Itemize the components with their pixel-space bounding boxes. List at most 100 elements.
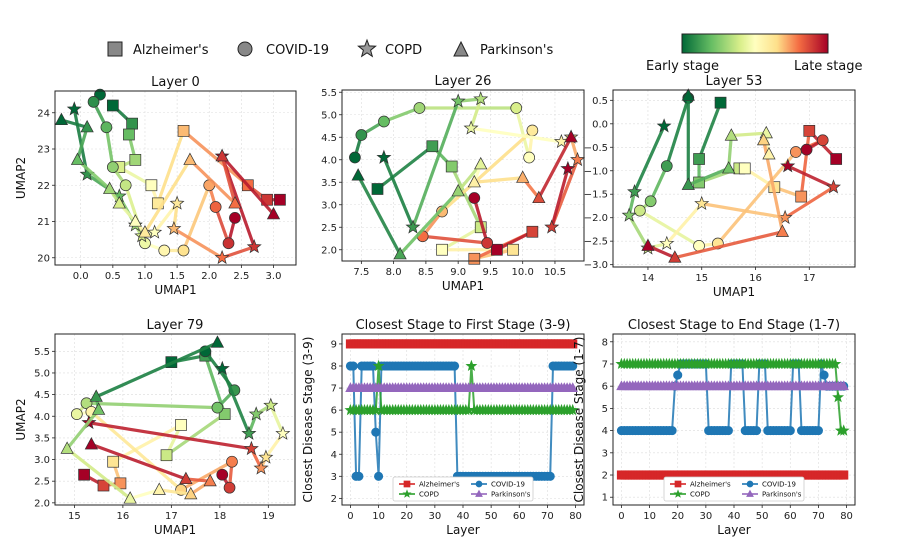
y-tick-label: 3.0	[321, 200, 337, 211]
data-point	[378, 115, 390, 128]
trajectory-segment	[375, 144, 434, 191]
axes-frame	[612, 333, 856, 506]
series-line	[621, 363, 844, 432]
y-tick-label: 6	[602, 382, 608, 393]
x-tick-label: 17	[803, 273, 816, 284]
x-tick-label: 70	[541, 511, 554, 522]
data-point	[681, 88, 695, 101]
x-tick-label: 18	[213, 511, 226, 522]
series-alzheimers	[345, 339, 578, 349]
stage-colorbar: Early stage Late stage	[646, 33, 863, 74]
y-tick-label: 2	[602, 471, 608, 482]
series-parkinsons	[616, 380, 849, 391]
chart-panel-1: 0.0 0.5 1.0 1.5 2.0 2.5 3.0 20 21 22 23 24 Layer 0 UM…	[14, 75, 297, 297]
chart-panel-2: 7.5 8.0 8.5 9.0 9.5 10.0 10.5 2.0 2.5 3.0 3.5 4.0 4.…	[321, 74, 586, 293]
data-point	[568, 339, 578, 349]
data-point	[656, 118, 672, 133]
axes-frame	[612, 89, 856, 268]
data-point	[838, 380, 849, 391]
data-point	[803, 124, 816, 137]
trajectory-segment	[665, 96, 690, 168]
data-point	[372, 359, 385, 371]
data-point	[721, 161, 736, 174]
data-point	[813, 426, 823, 436]
data-point	[129, 154, 142, 166]
data-point	[445, 160, 458, 173]
y-tick-label: 4.5	[321, 133, 337, 144]
data-point	[223, 481, 236, 494]
data-point	[229, 212, 241, 224]
y-tick-label: 24	[37, 108, 50, 119]
x-tick-label: 10.0	[512, 267, 534, 278]
trajectory-segment	[716, 150, 798, 246]
data-point	[92, 402, 106, 415]
data-point	[246, 239, 262, 254]
x-tick-label: 19	[262, 511, 275, 522]
data-point	[491, 243, 503, 256]
trajectory-segment	[143, 158, 192, 234]
trajectory-segment	[72, 107, 89, 176]
x-tick-label: 60	[513, 511, 526, 522]
trajectory-segment	[440, 128, 534, 214]
plot-area	[349, 91, 586, 265]
legend-box	[392, 476, 534, 502]
trajectory-segment	[550, 167, 570, 229]
data-point	[145, 179, 158, 192]
y-tick-label: 2.5	[321, 223, 337, 234]
data-point	[829, 357, 842, 369]
y-tick-label: 3.0	[34, 455, 50, 466]
series-copd	[344, 359, 579, 416]
x-tick-label: 15	[695, 273, 708, 284]
chart-panel-4: 15 16 17 18 19 2.0 2.5 3.0 3.5 4.0 4.5 5.0 5.5 Layer …	[14, 318, 296, 537]
data-point	[60, 441, 74, 454]
trajectory-segment	[188, 158, 237, 205]
x-tick-label: 30	[699, 511, 712, 522]
series-alzheimers	[106, 99, 286, 210]
data-point	[560, 160, 576, 176]
data-point	[451, 183, 465, 197]
data-point	[724, 128, 738, 141]
data-point	[526, 124, 539, 137]
data-point	[830, 153, 843, 165]
data-point	[70, 408, 83, 420]
data-point	[523, 151, 535, 164]
legend-marker	[674, 480, 682, 488]
y-tick-label: −2.5	[584, 237, 608, 248]
triangle-marker-icon	[453, 40, 469, 57]
y-tick-label: 3	[331, 472, 337, 483]
legend-label: Parkinson's	[491, 491, 531, 499]
data-point	[826, 179, 841, 194]
data-point	[570, 151, 586, 167]
data-point	[738, 162, 751, 175]
data-point	[795, 190, 808, 203]
x-tick-label: 7.5	[353, 267, 369, 278]
series-legend: Alzheimer's COVID-19 COPD Parkinson's	[663, 476, 805, 502]
data-point	[371, 427, 381, 437]
data-point	[266, 206, 281, 220]
x-tick-label: 80	[569, 511, 582, 522]
data-point	[564, 129, 578, 143]
y-tick-label: 5.5	[321, 88, 337, 99]
trajectory-segment	[700, 202, 787, 220]
y-tick-label: 4.0	[34, 412, 50, 423]
plot-area	[344, 339, 579, 481]
data-point	[694, 195, 710, 211]
y-tick-label: −3.0	[584, 260, 608, 271]
series-covid	[87, 88, 241, 257]
axes-frame	[54, 333, 296, 506]
trajectory-segment	[786, 164, 836, 189]
data-point	[253, 460, 269, 475]
data-point	[789, 146, 802, 158]
data-point	[450, 93, 466, 108]
plot-area	[60, 335, 291, 504]
y-tick-label: 21	[37, 217, 50, 228]
legend-item-parkinsons: Parkinson's	[453, 40, 553, 58]
data-point	[474, 156, 488, 170]
y-tick-label: −1.0	[584, 166, 608, 177]
x-axis-label: UMAP1	[713, 285, 755, 299]
legend-marker	[673, 489, 683, 498]
data-point	[621, 207, 637, 222]
data-point	[465, 359, 478, 371]
data-point	[481, 237, 494, 249]
x-tick-label: 2.5	[233, 271, 249, 282]
